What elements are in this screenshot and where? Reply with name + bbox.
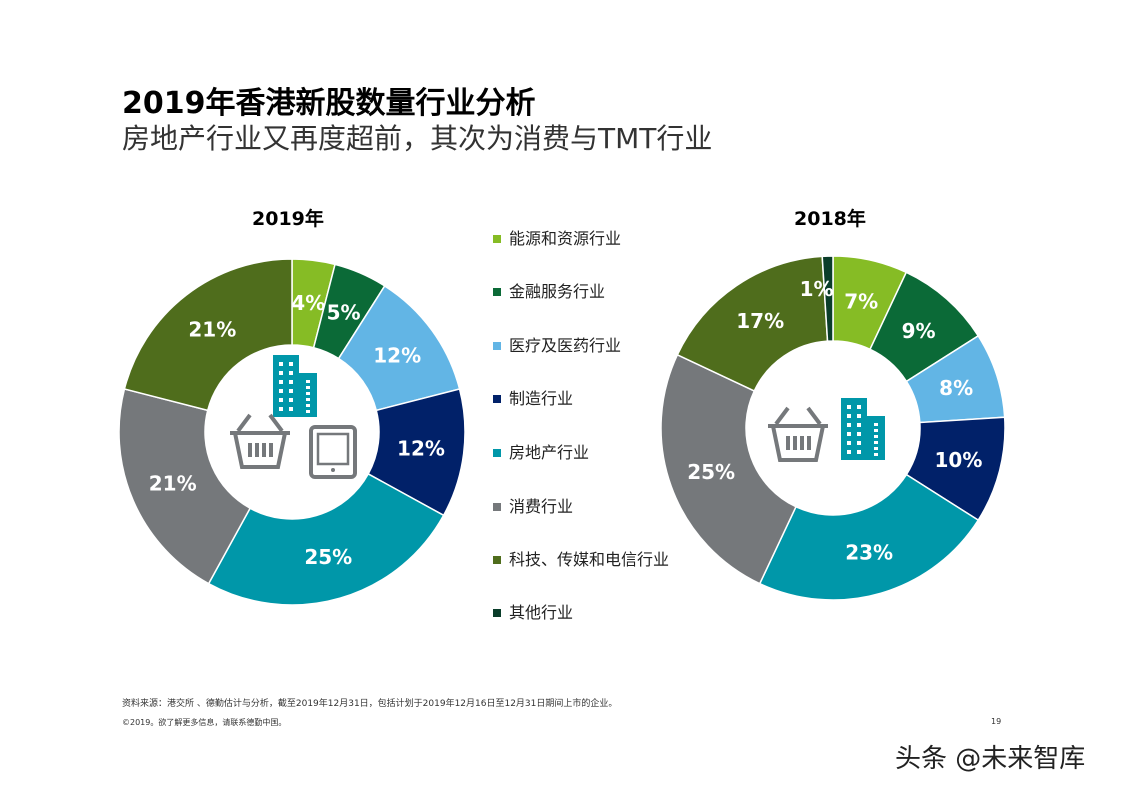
- legend-swatch: [493, 503, 501, 511]
- shopping-basket-icon: [768, 406, 828, 462]
- slice-label: 8%: [939, 376, 973, 400]
- legend-item: 制造行业: [493, 386, 573, 412]
- legend-label: 房地产行业: [509, 443, 590, 462]
- slice-label: 21%: [188, 317, 236, 341]
- legend-item: 医疗及医药行业: [493, 333, 621, 359]
- legend-swatch: [493, 556, 501, 564]
- legend-item: 消费行业: [493, 494, 573, 520]
- legend-swatch: [493, 342, 501, 350]
- slice-label: 17%: [736, 309, 784, 333]
- legend-label: 科技、传媒和电信行业: [509, 550, 670, 569]
- slice-label: 12%: [397, 436, 445, 460]
- legend-swatch: [493, 609, 501, 617]
- page-title: 2019年香港新股数量行业分析: [122, 86, 536, 121]
- donut-slice: [758, 473, 980, 601]
- slice-label: 5%: [327, 301, 361, 325]
- donut-slice: [821, 255, 834, 342]
- building-icon: [273, 355, 317, 417]
- chart-title-2018: 2018年: [794, 208, 866, 230]
- legend-label: 其他行业: [509, 603, 574, 622]
- building-icon: [841, 398, 885, 460]
- legend-item: 房地产行业: [493, 440, 589, 466]
- donut-slice: [123, 258, 293, 412]
- slice-label: 12%: [373, 344, 421, 368]
- legend-item: 能源和资源行业: [493, 226, 621, 252]
- page-number: 19: [991, 717, 1002, 726]
- legend-label: 金融服务行业: [509, 282, 606, 301]
- legend-label: 制造行业: [509, 389, 574, 408]
- slice-label: 1%: [800, 277, 834, 301]
- slice-label: 21%: [149, 472, 197, 496]
- legend-swatch: [493, 395, 501, 403]
- slice-label: 25%: [687, 460, 735, 484]
- legend-item: 科技、传媒和电信行业: [493, 547, 669, 573]
- donut-slice: [660, 353, 797, 585]
- slice-label: 25%: [304, 545, 352, 569]
- donut-slice: [676, 255, 829, 392]
- legend-label: 能源和资源行业: [509, 229, 622, 248]
- tablet-icon: [309, 425, 357, 479]
- slice-label: 23%: [845, 540, 893, 564]
- page-subtitle: 房地产行业又再度超前，其次为消费与TMT行业: [122, 122, 713, 155]
- legend-item: 金融服务行业: [493, 279, 605, 305]
- slice-label: 7%: [844, 290, 878, 314]
- slice-label: 10%: [934, 448, 982, 472]
- slice-label: 4%: [291, 291, 325, 315]
- legend-label: 医疗及医药行业: [509, 336, 622, 355]
- legend-label: 消费行业: [509, 497, 574, 516]
- donut-slice: [118, 388, 252, 585]
- watermark: 头条 @未来智库: [895, 744, 1086, 774]
- legend-swatch: [493, 449, 501, 457]
- source-note: 资料来源：港交所 、德勤估计与分析，截至2019年12月31日，包括计划于201…: [122, 699, 618, 709]
- slice-label: 9%: [902, 319, 936, 343]
- legend-swatch: [493, 288, 501, 296]
- shopping-basket-icon: [230, 413, 290, 469]
- chart-title-2019: 2019年: [252, 208, 324, 230]
- copyright: ©2019。欲了解更多信息，请联系德勤中国。: [122, 718, 287, 727]
- legend-item: 其他行业: [493, 600, 573, 626]
- legend-swatch: [493, 235, 501, 243]
- donut-slice: [207, 472, 445, 606]
